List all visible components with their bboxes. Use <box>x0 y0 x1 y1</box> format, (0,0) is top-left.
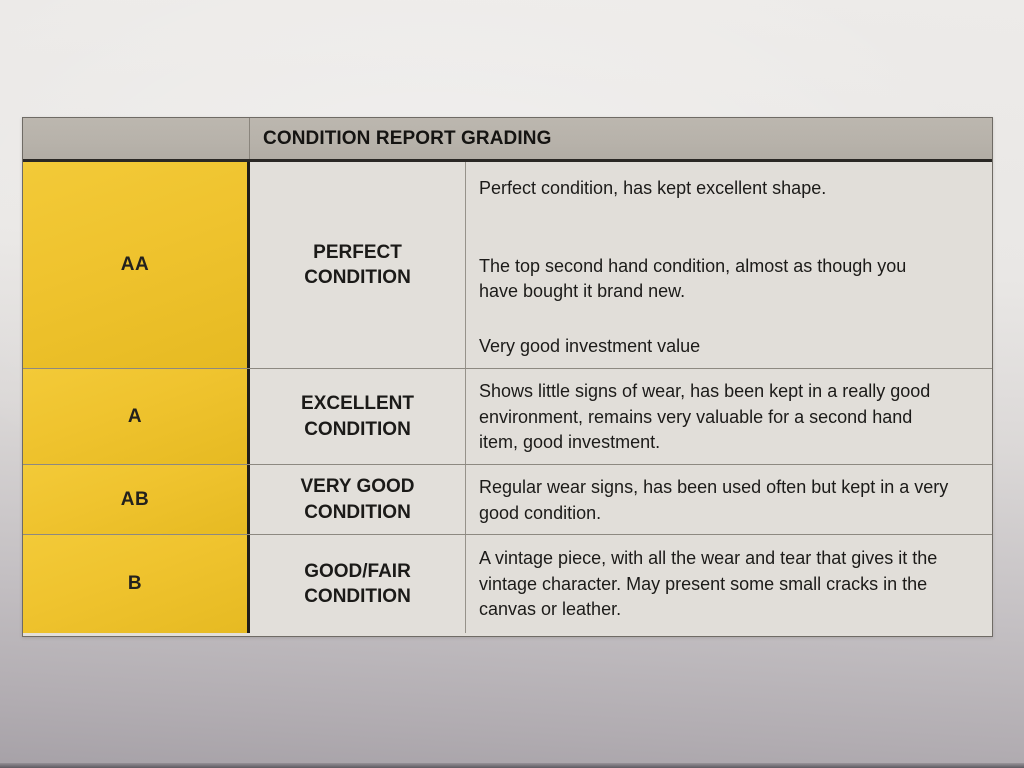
description-cell: Perfect condition, has kept excellent sh… <box>466 162 992 368</box>
table-row: B GOOD/FAIR CONDITION A vintage piece, w… <box>23 534 992 633</box>
table-header-row: CONDITION REPORT GRADING <box>23 118 992 162</box>
grade-cell: A <box>23 369 250 464</box>
condition-label: EXCELLENT CONDITION <box>301 393 414 440</box>
description-paragraph: Shows little signs of wear, has been kep… <box>479 381 931 452</box>
condition-grading-table: CONDITION REPORT GRADING AA PERFECT COND… <box>22 117 993 637</box>
condition-label: GOOD/FAIR CONDITION <box>304 560 411 607</box>
description-paragraph: The top second hand condition, almost as… <box>479 255 907 302</box>
grade-cell: B <box>23 535 250 633</box>
table-title: CONDITION REPORT GRADING <box>263 127 552 149</box>
table-row: AB VERY GOOD CONDITION Regular wear sign… <box>23 464 992 534</box>
grade-cell: AA <box>23 162 250 368</box>
description-paragraph: Perfect condition, has kept excellent sh… <box>479 178 827 198</box>
grade-cell: AB <box>23 465 250 534</box>
table-row: A EXCELLENT CONDITION Shows little signs… <box>23 368 992 464</box>
condition-cell: EXCELLENT CONDITION <box>250 369 466 464</box>
description-cell: A vintage piece, with all the wear and t… <box>466 535 992 633</box>
condition-label: VERY GOOD CONDITION <box>300 476 415 523</box>
photo-bottom-edge <box>0 763 1024 768</box>
description-paragraph: A vintage piece, with all the wear and t… <box>479 548 938 619</box>
description-cell: Regular wear signs, has been used often … <box>466 465 992 534</box>
header-empty-cell <box>23 118 250 159</box>
condition-cell: GOOD/FAIR CONDITION <box>250 535 466 633</box>
description-cell: Shows little signs of wear, has been kep… <box>466 369 992 464</box>
description-paragraph: Regular wear signs, has been used often … <box>479 477 949 523</box>
condition-cell: VERY GOOD CONDITION <box>250 465 466 534</box>
condition-cell: PERFECT CONDITION <box>250 162 466 368</box>
description-paragraph: Very good investment value <box>479 335 701 356</box>
condition-label: PERFECT CONDITION <box>304 241 411 288</box>
table-row: AA PERFECT CONDITION Perfect condition, … <box>23 162 992 368</box>
